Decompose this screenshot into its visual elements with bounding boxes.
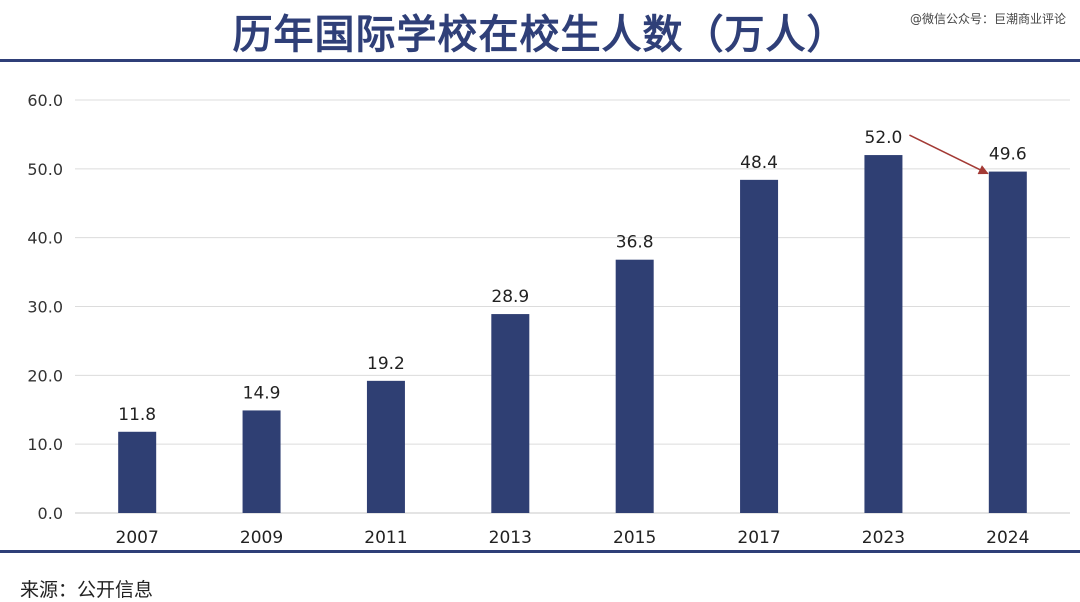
y-tick-label: 0.0 (38, 504, 63, 523)
x-tick-label: 2015 (613, 528, 656, 548)
data-label: 14.9 (243, 383, 281, 403)
bar-2015 (615, 259, 654, 513)
bar-2017 (740, 179, 779, 513)
data-label: 28.9 (491, 287, 529, 307)
bar-2024 (988, 171, 1027, 513)
x-tick-label: 2013 (489, 528, 532, 548)
x-tick-label: 2017 (737, 528, 780, 548)
bar-2009 (242, 410, 281, 513)
bar-2013 (491, 314, 530, 513)
x-tick-label: 2009 (240, 528, 283, 548)
trend-arrow (909, 134, 989, 175)
y-tick-label: 30.0 (27, 298, 63, 317)
y-tick-label: 10.0 (27, 435, 63, 454)
watermark: @微信公众号：巨潮商业评论 (909, 12, 1066, 26)
bar-chart: 0.0 10.0 20.0 30.0 40.0 50.0 60.0 11.8 14.9 19.2… (27, 91, 1070, 548)
data-label: 11.8 (118, 405, 156, 425)
x-tick-label: 2011 (364, 528, 407, 548)
x-tick-label: 2024 (986, 528, 1029, 548)
x-tick-label: 2007 (116, 528, 159, 548)
bar-2007 (118, 431, 157, 513)
page-title: 历年国际学校在校生人数（万人） (232, 12, 848, 58)
grid-lines (75, 99, 1070, 514)
bottom-divider (0, 550, 1080, 553)
bar-2023 (864, 155, 903, 514)
y-tick-label: 50.0 (27, 160, 63, 179)
source-note: 来源：公开信息 (20, 579, 154, 601)
data-label: 52.0 (865, 128, 903, 148)
y-tick-label: 40.0 (27, 229, 63, 248)
bars (118, 155, 1027, 514)
data-labels: 11.8 14.9 19.2 28.9 36.8 48.4 52.0 49.6 (118, 128, 1026, 425)
annotations (909, 134, 989, 175)
y-tick-label: 20.0 (27, 366, 63, 385)
x-axis-ticks: 2007 2009 2011 2013 2015 2017 2023 2024 (116, 528, 1030, 548)
x-tick-label: 2023 (862, 528, 905, 548)
data-label: 49.6 (989, 145, 1027, 165)
data-label: 36.8 (616, 233, 654, 253)
y-axis-ticks: 0.0 10.0 20.0 30.0 40.0 50.0 60.0 (27, 91, 63, 523)
bar-2011 (366, 380, 405, 513)
data-label: 19.2 (367, 354, 405, 374)
y-tick-label: 60.0 (27, 91, 63, 110)
data-label: 48.4 (740, 153, 778, 173)
top-divider (0, 59, 1080, 62)
